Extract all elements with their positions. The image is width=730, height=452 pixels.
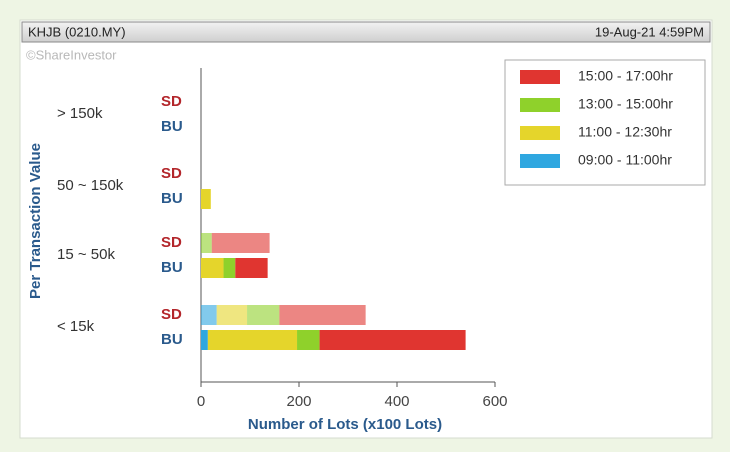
bar-segment <box>216 305 248 325</box>
legend-label: 09:00 - 11:00hr <box>578 152 672 168</box>
category-label: > 150k <box>57 105 103 122</box>
x-tick-label: 200 <box>286 393 311 410</box>
bar-segment <box>201 305 217 325</box>
bar-segment <box>201 189 211 209</box>
bar-segment <box>201 330 208 350</box>
bar-segment <box>223 258 236 278</box>
bar-segment <box>201 258 224 278</box>
legend-swatch <box>520 126 560 140</box>
bar-segment <box>235 258 268 278</box>
header-bar <box>21 21 711 43</box>
legend-swatch <box>520 70 560 84</box>
x-axis-label: Number of Lots (x100 Lots) <box>248 416 442 433</box>
y-axis-label: Per Transaction Value <box>27 143 44 299</box>
bar-segment <box>279 305 366 325</box>
subcategory-label: SD <box>161 234 182 251</box>
subcategory-label: SD <box>161 306 182 323</box>
category-label: 50 ~ 150k <box>57 177 124 194</box>
legend-swatch <box>520 98 560 112</box>
subcategory-label: SD <box>161 165 182 182</box>
subcategory-label: BU <box>161 331 183 348</box>
legend-swatch <box>520 154 560 168</box>
bar-segment <box>319 330 466 350</box>
bar-segment <box>207 330 298 350</box>
category-label: 15 ~ 50k <box>57 246 115 263</box>
bar-segment <box>297 330 320 350</box>
legend-label: 11:00 - 12:30hr <box>578 124 672 140</box>
category-label: < 15k <box>57 318 95 335</box>
subcategory-label: BU <box>161 259 183 276</box>
bar-segment <box>201 233 212 253</box>
x-tick-label: 400 <box>384 393 409 410</box>
timestamp: 19-Aug-21 4:59PM <box>595 24 704 39</box>
subcategory-label: BU <box>161 190 183 207</box>
legend-label: 13:00 - 15:00hr <box>578 96 673 112</box>
x-tick-label: 0 <box>197 393 205 410</box>
bar-segment <box>211 233 270 253</box>
legend-label: 15:00 - 17:00hr <box>578 68 673 84</box>
subcategory-label: SD <box>161 93 182 110</box>
subcategory-label: BU <box>161 118 183 135</box>
symbol: KHJB (0210.MY) <box>28 24 126 39</box>
watermark: ©ShareInvestor <box>26 47 117 62</box>
bar-segment <box>247 305 280 325</box>
x-tick-label: 600 <box>482 393 507 410</box>
